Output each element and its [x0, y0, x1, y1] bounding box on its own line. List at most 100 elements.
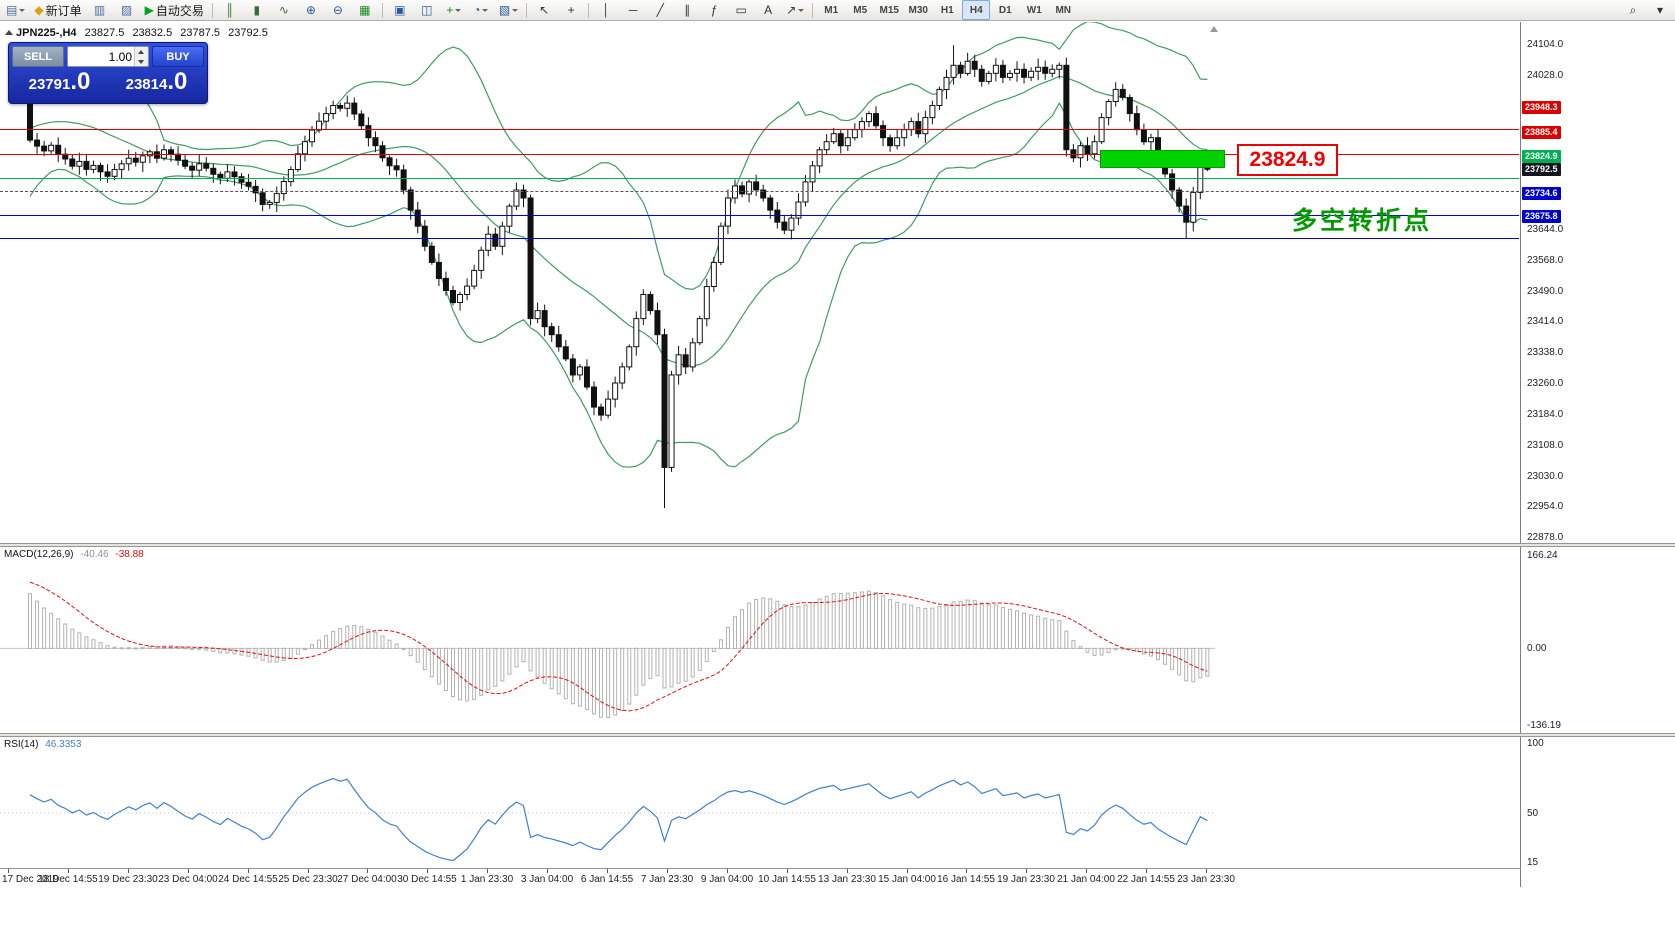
trendline-tool-button[interactable]: ╱ [647, 0, 673, 20]
timeframe-m30-button[interactable]: M30 [908, 4, 928, 16]
timeframe-m5-button[interactable]: M5 [853, 4, 868, 16]
sell-price-main: 23791 [28, 76, 71, 93]
rsi-panel[interactable]: RSI(14) 46.3353 [0, 737, 1520, 869]
tile-windows-icon: ▦ [359, 3, 371, 17]
time-axis-label: 9 Jan 04:00 [700, 874, 754, 885]
time-axis-label: 6 Jan 14:55 [580, 874, 634, 885]
buy-price-main: 23814 [125, 76, 168, 93]
new-indicator-button[interactable]: + [441, 0, 467, 20]
crosshair-tool-button[interactable]: + [558, 0, 584, 20]
timeframe-m15-button[interactable]: M15 [879, 4, 899, 16]
macd-main-value: -40.46 [80, 549, 109, 560]
bar-open-value: 23827.5 [84, 27, 125, 39]
shapes-tool-button[interactable]: ▭ [728, 0, 754, 20]
price-tag: 23734.6 [1522, 187, 1561, 200]
buy-button[interactable]: BUY [152, 46, 204, 67]
time-axis-label: 15 Jan 04:00 [878, 874, 936, 885]
timeframe-m1-button[interactable]: M1 [824, 4, 839, 16]
buy-price-button[interactable]: 23814.0 [108, 68, 205, 96]
timeframe-w1-button[interactable]: W1 [1026, 4, 1042, 16]
timeframe-d1-button[interactable]: D1 [998, 4, 1012, 16]
new-order-button[interactable]: ◆ 新订单 [30, 0, 85, 20]
rsi-chart [0, 777, 1215, 862]
timeframe-h1-button[interactable]: H1 [940, 4, 954, 16]
zoom-out-button[interactable]: ⊖ [325, 0, 351, 20]
toolbar-separator [381, 2, 383, 18]
volume-increase-button[interactable] [135, 47, 148, 57]
data-window-icon: ▨ [120, 3, 133, 17]
macd-panel[interactable]: MACD(12,26,9) -40.46 -38.88 [0, 547, 1520, 733]
algo-trading-icon: ▶ [144, 3, 154, 17]
vertical-line-tool-button[interactable]: │ [593, 0, 619, 20]
volume-decrease-button[interactable] [135, 56, 148, 66]
main-chart-panel[interactable]: 23824.9 多空转折点 JPN225-,H4 23827.5 23832.5… [0, 22, 1520, 543]
trade-panel-collapse-arrow[interactable] [5, 30, 13, 35]
channel-tool-button[interactable]: ∥ [674, 0, 700, 20]
toolbar-more-button[interactable]: ▾ [1647, 0, 1673, 20]
time-axis-tick [248, 869, 249, 873]
rsi-label: RSI(14) 46.3353 [4, 739, 85, 750]
panel-splitter[interactable] [0, 543, 1675, 547]
candles-chart-type-button[interactable]: ▮ [244, 0, 270, 20]
line-chart-type-icon: ∿ [278, 3, 289, 17]
annotation-text[interactable]: 多空转折点 [1292, 207, 1433, 235]
rsi-axis-tick: 15 [1527, 857, 1539, 868]
tile-windows-button[interactable]: ▦ [352, 0, 378, 20]
price-axis-tick: 23414.0 [1527, 316, 1564, 327]
new-chart-button[interactable]: ▤ [2, 0, 29, 20]
time-axis-tick [367, 869, 368, 873]
buy-price-frac: .0 [167, 68, 188, 95]
highlight-rectangle-object[interactable] [1100, 150, 1225, 168]
sell-button[interactable]: SELL [12, 46, 64, 67]
fibonacci-tool-icon: ƒ [710, 3, 718, 17]
arrange-windows-button[interactable]: ◫ [414, 0, 440, 20]
zoom-in-icon: ⊕ [305, 3, 316, 17]
new-indicator-dropdown-arrow [455, 8, 462, 12]
timeframe-mn-button[interactable]: MN [1055, 4, 1072, 16]
time-axis-tick [667, 869, 668, 873]
bar-high-value: 23832.5 [132, 27, 173, 39]
toolbar-more-icon: ▾ [1656, 3, 1664, 17]
chart-shift-marker[interactable] [1210, 26, 1218, 32]
time-axis-tick [308, 869, 309, 873]
bar-low-value: 23787.5 [180, 27, 221, 39]
time-axis-tick [727, 869, 728, 873]
search-button[interactable]: ⌕ [1620, 0, 1646, 20]
sell-price-button[interactable]: 23791.0 [11, 68, 108, 96]
time-axis-tick [487, 869, 488, 873]
timeframe-h4-button[interactable]: H4 [962, 0, 991, 20]
templates-icon: ▧ [498, 3, 511, 17]
price-axis-tick: 23568.0 [1527, 255, 1564, 266]
arrange-windows-icon: ◫ [421, 3, 433, 17]
data-window-button[interactable]: ▨ [114, 0, 140, 20]
time-axis-label: 25 Dec 23:30 [278, 874, 338, 885]
rsi-axis-tick: 100 [1527, 738, 1544, 749]
macd-axis-tick: 0.00 [1527, 643, 1547, 655]
horizontal-line-tool-button[interactable]: ─ [620, 0, 646, 20]
panel-splitter[interactable] [0, 733, 1675, 737]
macd-axis-tick: -136.19 [1527, 720, 1561, 731]
fibonacci-tool-button[interactable]: ƒ [701, 0, 727, 20]
price-axis-tick: 23030.0 [1527, 471, 1564, 482]
time-axis-tick [607, 869, 608, 873]
new-chart-icon: ▤ [6, 3, 18, 17]
zoom-in-button[interactable]: ⊕ [298, 0, 324, 20]
price-callout-label[interactable]: 23824.9 [1237, 144, 1338, 176]
empty-area [0, 887, 1675, 946]
period-selector-button[interactable]: ◔ [468, 0, 494, 20]
auto-arrange-button[interactable]: ▣ [387, 0, 413, 20]
text-tool-button[interactable]: A [755, 0, 781, 20]
time-axis-label: 3 Jan 04:00 [520, 874, 574, 885]
cursor-tool-button[interactable]: ↖ [531, 0, 557, 20]
line-chart-type-button[interactable]: ∿ [271, 0, 297, 20]
templates-button[interactable]: ▧ [495, 0, 522, 20]
arrows-tool-icon: ↗ [786, 3, 797, 17]
algo-trading-button[interactable]: ▶ 自动交易 [141, 0, 208, 20]
ohlc-info-line: JPN225-,H4 23827.5 23832.5 23787.5 23792… [16, 27, 273, 39]
volume-input[interactable] [68, 47, 134, 66]
price-axis-tick: 23490.0 [1527, 286, 1564, 297]
arrows-tool-button[interactable]: ↗ [782, 0, 808, 20]
bars-chart-type-button[interactable]: ║ [217, 0, 243, 20]
chart-profiles-button[interactable]: ▥ [87, 0, 113, 20]
